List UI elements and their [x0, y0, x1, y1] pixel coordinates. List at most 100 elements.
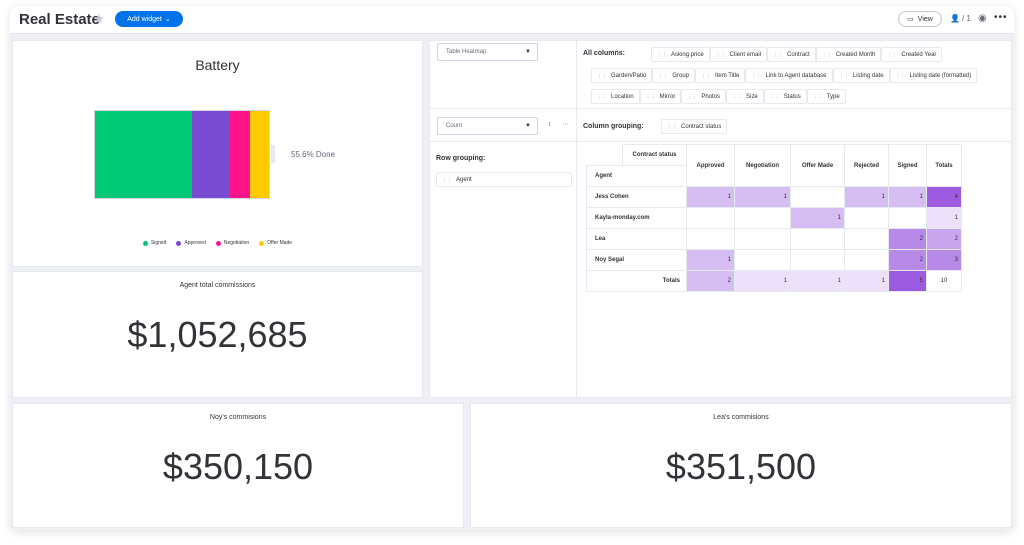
agent-total-widget: Agent total commissions $1,052,685 — [12, 271, 423, 398]
table-corner — [586, 144, 623, 166]
table-cell: 2 — [888, 249, 927, 271]
table-header-cell: Contract status — [622, 144, 687, 166]
drag-handle-icon: ⋮⋮ — [657, 51, 667, 58]
table-row: Noy Segal 1 2 3 — [586, 249, 962, 271]
table-header-cell[interactable]: Approved — [686, 144, 735, 187]
table-cell: 1 — [844, 186, 889, 208]
lea-commissions-value: $351,500 — [665, 446, 817, 487]
legend-item: Signed — [142, 240, 166, 246]
legend-label: Approved — [184, 240, 206, 246]
column-chip[interactable]: ⋮⋮ Contract — [767, 47, 816, 62]
column-chip-label: Size — [746, 93, 758, 100]
view-label: View — [917, 15, 933, 23]
view-type-select[interactable]: Table Heatmap ▼ — [437, 43, 538, 61]
drag-handle-icon: ⋮⋮ — [645, 93, 656, 100]
table-header-cell[interactable]: Offer Made — [790, 144, 845, 187]
column-chip[interactable]: ⋮⋮ Listing date — [832, 68, 890, 83]
table-header-cell[interactable]: Negotiation — [734, 144, 791, 187]
drag-handle-icon: ⋮⋮ — [667, 123, 677, 130]
heatmap-table: Contract status Approved Negotiation Offer … — [586, 144, 962, 292]
column-chip[interactable]: ⋮⋮ Item Title — [695, 68, 746, 83]
drag-handle-icon: ⋮⋮ — [701, 72, 712, 79]
drag-handle-icon: ⋮⋮ — [773, 51, 784, 58]
column-chip[interactable]: ⋮⋮ Photos — [681, 89, 727, 104]
add-widget-button[interactable]: Add widget ⌄ — [115, 11, 183, 27]
table-cell: 4 — [926, 186, 962, 208]
column-chip[interactable]: ⋮⋮ Listing date (formatted) — [889, 68, 978, 83]
table-row: Kayla-monday.com 1 1 — [586, 207, 962, 229]
pivot-divider-h2 — [429, 141, 1012, 142]
column-chip[interactable]: ⋮⋮ Status — [763, 89, 807, 104]
table-cell: 1 — [790, 270, 845, 292]
table-cell: 1 — [686, 186, 735, 208]
activity-icon[interactable]: ◉ — [978, 13, 987, 24]
row-grouping-label: Row grouping: — [436, 155, 486, 162]
drag-handle-icon: ⋮⋮ — [769, 93, 780, 100]
row-grouping-value: Agent — [456, 176, 472, 183]
column-chip[interactable]: ⋮⋮ Type — [806, 89, 846, 104]
column-chip[interactable]: ⋮⋮ Asking price — [651, 47, 710, 62]
count-select[interactable]: Count ▼ — [437, 117, 538, 135]
column-chip[interactable]: ⋮⋮ Size — [726, 89, 764, 104]
noy-commissions-title: Noy's commisions — [209, 414, 267, 421]
dashboard-frame: Real Estate ★ Add widget ⌄ ▭ View 👤 / 1 … — [10, 6, 1014, 530]
table-row-label: Totals — [586, 270, 687, 292]
more-icon[interactable]: ··· — [562, 121, 569, 128]
column-chip-label: Contract — [787, 51, 810, 58]
column-grouping-chip[interactable]: ⋮⋮ Contract status — [661, 119, 728, 134]
top-bar: Real Estate ★ Add widget ⌄ ▭ View 👤 / 1 … — [10, 6, 1014, 34]
view-button[interactable]: ▭ View — [898, 11, 942, 27]
table-cell: 1 — [888, 186, 927, 208]
table-header-cell[interactable]: Rejected — [844, 144, 889, 187]
drag-handle-icon: ⋮⋮ — [887, 51, 898, 58]
table-cell: 1 — [734, 270, 791, 292]
battery-done-label: 55.6% Done — [291, 150, 336, 159]
column-chip-label: Garden/Patio — [611, 72, 647, 79]
more-options-icon[interactable]: ••• — [994, 12, 1008, 23]
table-header-cell[interactable]: Signed — [888, 144, 927, 187]
row-grouping-chip[interactable]: ⋮⋮ Agent — [436, 172, 572, 187]
column-grouping-value: Contract status — [681, 123, 722, 130]
column-chip-label: Listing date — [852, 72, 884, 79]
column-chip[interactable]: ⋮⋮ Location — [591, 89, 640, 104]
battery-cap — [271, 145, 275, 163]
legend-label: Negotiation — [223, 240, 250, 246]
table-cell — [734, 207, 791, 229]
view-type-value: Table Heatmap — [446, 49, 487, 55]
column-chip-label: Group — [672, 72, 690, 79]
monitor-icon: ▭ — [907, 16, 914, 23]
column-chip[interactable]: ⋮⋮ Mirror — [639, 89, 682, 104]
table-cell — [844, 249, 889, 271]
drag-handle-icon: ⋮⋮ — [812, 93, 823, 100]
table-row-label: Lea — [586, 228, 687, 250]
add-widget-label: Add widget — [127, 15, 162, 23]
table-header-cell[interactable]: Totals — [926, 144, 962, 187]
table-row: Totals 2 1 1 1 5 10 — [586, 270, 962, 292]
column-chip-label: Client email — [729, 51, 762, 58]
column-chip[interactable]: ⋮⋮ Created Month — [815, 47, 882, 62]
all-columns-label: All columns: — [583, 50, 626, 57]
column-chip[interactable]: ⋮⋮ Client email — [709, 47, 768, 62]
column-chip[interactable]: ⋮⋮ Group — [652, 68, 696, 83]
sort-icon[interactable]: ↕ — [548, 121, 552, 128]
table-cell — [686, 207, 735, 229]
count-value: Count — [446, 123, 463, 129]
table-cell: 3 — [926, 249, 962, 271]
column-chip[interactable]: ⋮⋮ Link to Agent database — [745, 68, 833, 83]
column-chip[interactable]: ⋮⋮ Garden/Patio — [591, 68, 653, 83]
column-chip-label: Created Month — [835, 51, 876, 58]
table-cell: 2 — [686, 270, 735, 292]
star-icon[interactable]: ★ — [93, 11, 105, 26]
column-chip-label: Asking price — [671, 51, 704, 58]
members-button[interactable]: 👤 / 1 — [950, 14, 971, 23]
battery-segment-negotiation — [230, 111, 250, 198]
column-chip[interactable]: ⋮⋮ Created Year — [881, 47, 943, 62]
noy-commissions-value: $350,150 — [162, 446, 314, 487]
legend-item: Negotiation — [215, 240, 250, 246]
people-icon: 👤 — [950, 14, 960, 23]
page-title: Real Estate — [19, 11, 100, 28]
table-cell — [790, 228, 845, 250]
legend-dot — [176, 240, 182, 246]
column-chip-label: Photos — [701, 93, 721, 100]
agent-total-title: Agent total commissions — [179, 282, 256, 289]
